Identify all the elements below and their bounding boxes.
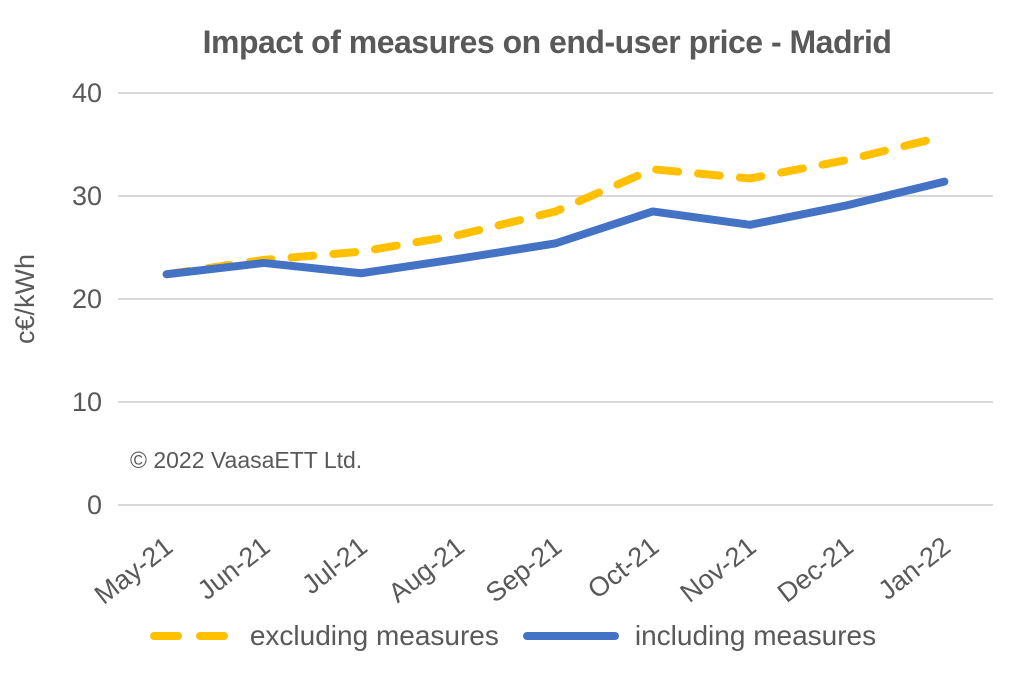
y-tick-label: 30 xyxy=(72,181,102,211)
x-tick-label: Sep-21 xyxy=(480,531,567,608)
copyright-annotation: © 2022 VaasaETT Ltd. xyxy=(130,447,362,473)
x-tick-label: Jul-21 xyxy=(296,531,372,600)
x-tick-label: Nov-21 xyxy=(675,531,762,608)
y-tick-label: 10 xyxy=(72,387,102,417)
y-tick-label: 20 xyxy=(72,284,102,314)
legend-item-excluding: excluding measures xyxy=(148,620,499,652)
x-tick-label: Oct-21 xyxy=(582,531,664,605)
dashed-line-sample xyxy=(149,632,234,640)
legend-item-including: including measures xyxy=(521,620,876,652)
series-line-dashed xyxy=(162,132,949,279)
legend-label-including: including measures xyxy=(634,620,877,651)
x-tick-label: Jan-22 xyxy=(873,531,957,605)
x-tick-label: Aug-21 xyxy=(383,531,470,608)
solid-line-sample xyxy=(522,632,619,640)
y-tick-label: 0 xyxy=(87,490,102,520)
series-line-solid xyxy=(162,177,949,279)
chart-title: Impact of measures on end-user price - M… xyxy=(202,24,892,60)
legend-label-excluding: excluding measures xyxy=(249,620,499,651)
x-tick-label: Jun-21 xyxy=(192,531,276,605)
x-tick-label: Dec-21 xyxy=(772,531,859,608)
line-chart: 0 10 20 30 40 c€/kWh May-21 Jun-21 Jul-21 Aug-21 S… xyxy=(10,78,993,610)
y-tick-label: 40 xyxy=(72,78,102,108)
x-tick-label: May-21 xyxy=(89,531,178,610)
y-axis-title: c€/kWh xyxy=(10,254,40,344)
chart-legend: excluding measures including measures xyxy=(0,620,1024,652)
